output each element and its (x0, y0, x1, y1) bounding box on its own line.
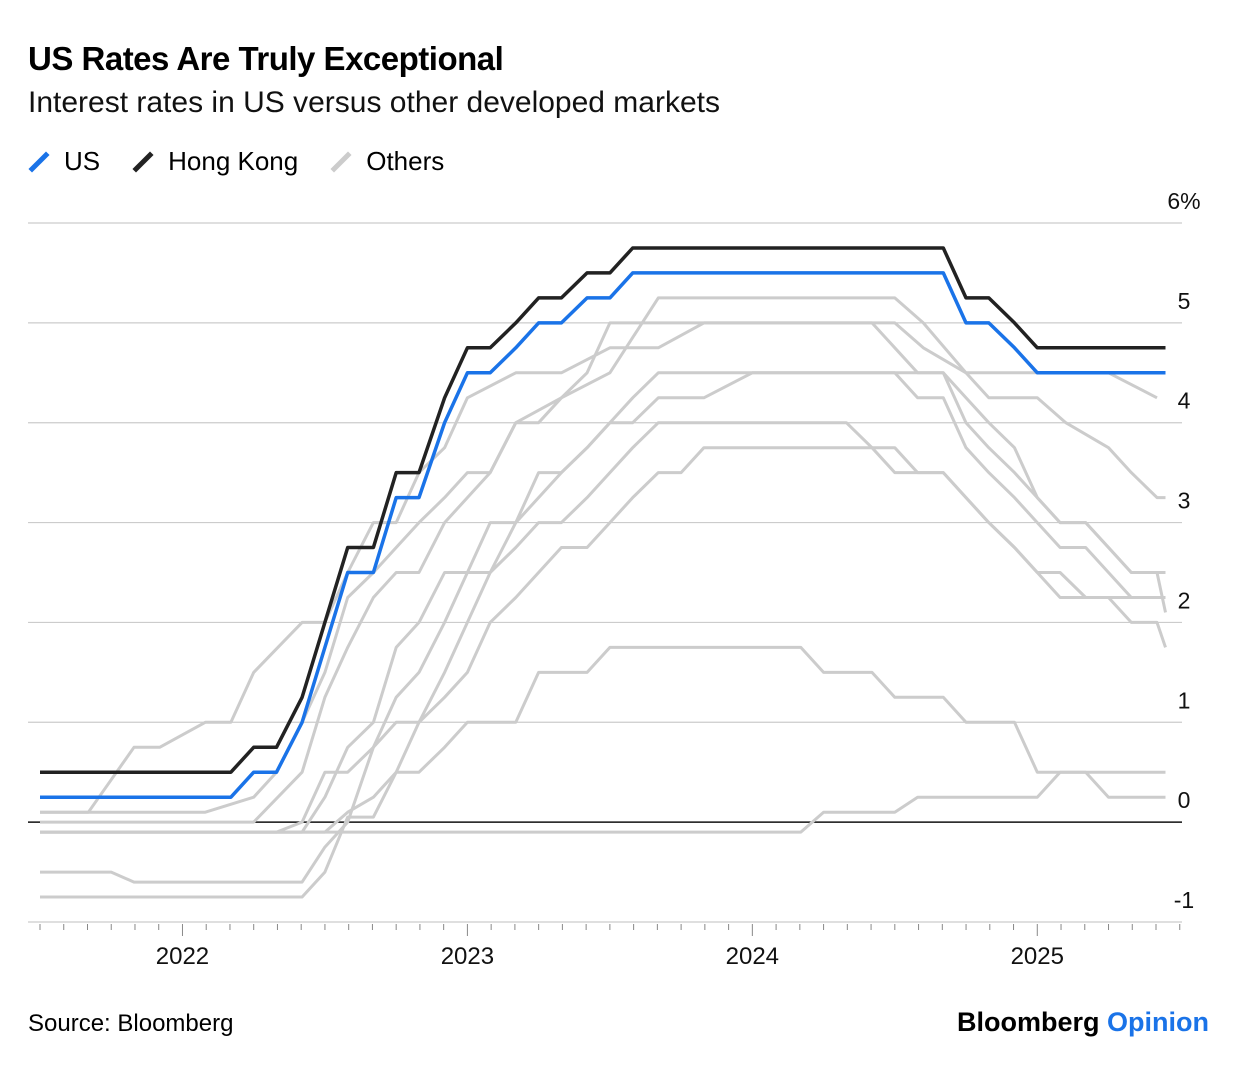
y-tick-label: 0 (1178, 787, 1191, 813)
brand-bloomberg: Bloomberg (956, 1007, 1100, 1037)
x-tick-label: 2023 (441, 943, 494, 970)
x-tick-label: 2025 (1011, 943, 1064, 970)
x-tick-label: 2022 (156, 943, 209, 970)
legend-swatch-us (28, 150, 50, 173)
legend-item-others: Others (330, 146, 444, 177)
legend-label-us: US (64, 146, 101, 176)
source-note: Source: Bloomberg (28, 1010, 234, 1037)
legend-label-others: Others (366, 146, 445, 176)
series-line-hong-kong (40, 246, 1166, 774)
chart-title: US Rates Are Truly Exceptional (28, 40, 504, 77)
series-line-others (40, 321, 1166, 814)
legend-label-hong-kong: Hong Kong (168, 146, 299, 176)
series-line-others (40, 321, 1158, 814)
x-tick-label: 2024 (726, 943, 779, 970)
legend-swatch-line (132, 150, 154, 173)
brand-logo: Bloomberg Opinion (957, 1007, 1209, 1038)
series-line-others (40, 371, 1167, 899)
legend-swatch-line (28, 150, 50, 173)
y-tick-label: -1 (1174, 887, 1194, 913)
y-tick-label: 2 (1178, 587, 1191, 613)
legend-item-hong-kong: Hong Kong (132, 146, 298, 177)
series-line-others (40, 446, 1166, 834)
series-line-us (40, 271, 1166, 799)
legend: US Hong Kong Others (28, 146, 476, 177)
legend-swatch-hong-kong (132, 150, 154, 173)
y-tick-label: 1 (1178, 687, 1191, 713)
chart-subtitle: Interest rates in US versus other develo… (28, 86, 720, 119)
y-tick-label: 6% (1167, 188, 1200, 214)
legend-swatch-line (330, 150, 352, 173)
series-line-others (40, 371, 1166, 884)
series-line-others (40, 645, 1166, 834)
y-tick-label: 4 (1178, 388, 1191, 414)
series-line-others (40, 296, 1166, 824)
series-line-others (40, 770, 1166, 834)
legend-item-us: US (28, 146, 100, 177)
y-tick-label: 5 (1178, 288, 1191, 314)
brand-opinion: Opinion (1107, 1007, 1209, 1037)
y-tick-label: 3 (1178, 488, 1191, 514)
legend-swatch-others (330, 150, 352, 173)
